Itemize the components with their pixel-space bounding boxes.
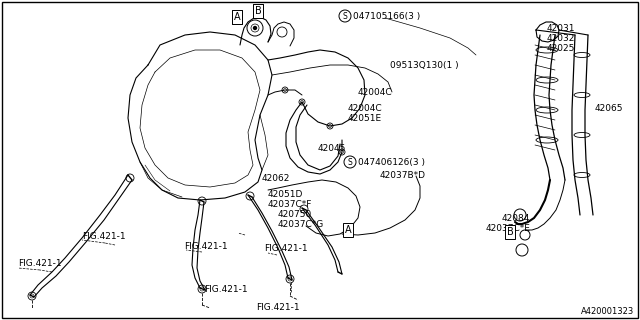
Text: A420001323: A420001323	[580, 307, 634, 316]
Text: S: S	[342, 12, 348, 20]
Text: FIG.421-1: FIG.421-1	[184, 242, 228, 251]
Text: B: B	[255, 6, 261, 16]
Text: 42037C*G: 42037C*G	[278, 220, 324, 228]
Text: 42025: 42025	[547, 44, 575, 52]
Text: 42031: 42031	[547, 23, 575, 33]
Text: 42032: 42032	[547, 34, 575, 43]
Text: 047406126(3 ): 047406126(3 )	[358, 157, 425, 166]
Text: A: A	[234, 12, 240, 22]
Text: 42051E: 42051E	[348, 114, 382, 123]
Text: S: S	[348, 157, 353, 166]
Text: FIG.421-1: FIG.421-1	[204, 285, 248, 294]
Text: FIG.421-1: FIG.421-1	[256, 303, 300, 313]
Text: 420750: 420750	[278, 210, 312, 219]
Text: 42037B*D: 42037B*D	[380, 171, 426, 180]
Circle shape	[253, 27, 257, 29]
Text: 42037C*E: 42037C*E	[485, 223, 530, 233]
Text: 42051D: 42051D	[268, 189, 303, 198]
Text: FIG.421-1: FIG.421-1	[82, 231, 125, 241]
Text: B: B	[255, 6, 261, 16]
Text: 42045: 42045	[318, 143, 346, 153]
Text: 42004C: 42004C	[348, 103, 383, 113]
Text: FIG.421-1: FIG.421-1	[264, 244, 308, 252]
Text: 42037C*F: 42037C*F	[268, 199, 312, 209]
Text: 09513Q130(1 ): 09513Q130(1 )	[390, 60, 459, 69]
Text: 047105166(3 ): 047105166(3 )	[353, 12, 420, 20]
Text: 42062: 42062	[262, 173, 291, 182]
Text: A: A	[234, 12, 240, 22]
Text: B: B	[507, 227, 513, 237]
Text: 42004C: 42004C	[358, 87, 392, 97]
Text: FIG.421-1: FIG.421-1	[18, 260, 61, 268]
Text: A: A	[345, 225, 351, 235]
Text: 42084: 42084	[502, 213, 530, 222]
Text: 42065: 42065	[595, 103, 623, 113]
